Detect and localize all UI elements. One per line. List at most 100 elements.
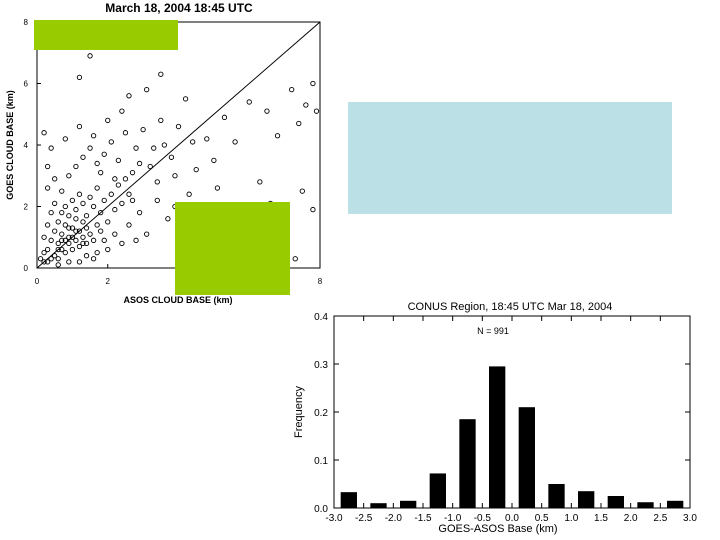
scatter-point (133, 237, 139, 243)
scatter-point (144, 87, 150, 93)
scatter-point (147, 163, 153, 170)
scatter-point (101, 197, 107, 204)
scatter-point (87, 145, 93, 151)
scatter-point (62, 237, 68, 243)
scatter-point (52, 176, 58, 182)
scatter-point (73, 216, 79, 222)
histogram-x-tick-label: 1.0 (564, 513, 578, 524)
scatter-point (41, 234, 47, 240)
scatter-point (76, 259, 83, 265)
scatter-point (73, 163, 79, 170)
scatter-point (62, 136, 68, 142)
scatter-point (62, 222, 68, 228)
scatter-point (101, 237, 107, 243)
scatter-point (105, 117, 111, 124)
scatter-point (80, 154, 86, 160)
scatter-point (59, 246, 65, 253)
scatter-point (52, 200, 58, 207)
scatter-point (90, 133, 97, 139)
histogram-x-tick-label: 3.0 (683, 513, 697, 524)
histogram-x-tick-label: 2.0 (624, 513, 638, 524)
scatter-point (94, 222, 100, 228)
histogram-bar (667, 500, 684, 508)
histogram-bar (429, 473, 446, 508)
histogram-sample-count: N = 991 (477, 326, 509, 336)
scatter-point (129, 170, 136, 176)
histogram-x-tick-label: -1.5 (414, 513, 432, 524)
scatter-point (310, 206, 316, 213)
scatter-point (66, 225, 72, 231)
scatter-point (221, 114, 228, 120)
scatter-title: March 18, 2004 18:45 UTC (105, 1, 253, 15)
scatter-y-tick-label: 2 (24, 203, 29, 212)
scatter-point (172, 173, 178, 179)
scatter-x-tick-label: 8 (318, 277, 323, 286)
histogram-x-tick-label: 0.0 (505, 513, 519, 524)
histogram-x-tick-label: -0.5 (474, 513, 492, 524)
scatter-point (66, 240, 72, 247)
scatter-point (66, 259, 72, 265)
histogram-y-tick-label: 0.2 (314, 408, 328, 419)
histogram-y-axis-label: Frequency (293, 386, 305, 438)
scatter-point (154, 179, 160, 185)
scatter-point (186, 191, 192, 197)
scatter-point (126, 222, 132, 228)
scatter-point (69, 197, 76, 204)
scatter-point (62, 203, 68, 210)
histogram-x-tick-label: 0.5 (535, 513, 549, 524)
scatter-point (83, 225, 90, 231)
scatter-point (66, 173, 72, 179)
scatter-point (101, 151, 107, 157)
histogram-bar (489, 366, 506, 508)
histogram-y-tick-label: 0.3 (314, 360, 328, 371)
histogram-bar (340, 492, 357, 508)
scatter-point (41, 130, 47, 136)
histogram-plot-frame (333, 315, 691, 509)
scatter-point (119, 108, 125, 114)
scatter-point (69, 246, 76, 253)
scatter-point (165, 216, 171, 222)
scatter-point (119, 240, 125, 247)
scatter-point (37, 256, 44, 262)
scatter-point (204, 136, 210, 142)
histogram-bar (400, 500, 417, 508)
scatter-point (108, 139, 114, 145)
green-highlight-box-top (34, 20, 178, 50)
histogram-x-tick-label: -1.0 (444, 513, 462, 524)
scatter-point (55, 246, 61, 253)
scatter-point (87, 231, 93, 237)
scatter-point (59, 209, 65, 216)
scatter-point (87, 53, 93, 59)
scatter-point (246, 99, 252, 105)
histogram-x-tick-label: -2.0 (385, 513, 403, 524)
histogram-x-ticks: -3.0 -2.5 -2.0 -1.5 -1.0 -0.5 0.0 0.5 1.0 1.5 2.0 2… (325, 316, 697, 524)
scatter-point (112, 176, 118, 182)
scatter-point (48, 209, 54, 216)
scatter-point (289, 87, 295, 93)
scatter-point (41, 259, 47, 265)
scatter-point (44, 259, 51, 265)
scatter-point (98, 170, 104, 176)
scatter-point (66, 213, 72, 219)
histogram-y-ticks: 0.0 0.1 0.2 0.3 0.4 (314, 312, 690, 515)
histogram-x-tick-label: 1.5 (594, 513, 608, 524)
scatter-point (189, 139, 196, 145)
scatter-point (274, 133, 281, 139)
scatter-point (126, 191, 132, 197)
histogram-x-tick-label: 2.5 (653, 513, 667, 524)
scatter-point (52, 228, 58, 234)
scatter-point (193, 166, 199, 173)
scatter-point (48, 237, 54, 243)
green-highlight-box-bottom (175, 202, 290, 295)
scatter-point (55, 256, 61, 262)
scatter-point (299, 188, 305, 194)
histogram-x-tick-label: -3.0 (325, 513, 343, 524)
scatter-point (66, 234, 72, 240)
cyan-highlight-box (348, 102, 672, 214)
scatter-point (182, 96, 189, 102)
histogram-bar (518, 407, 535, 508)
scatter-point (48, 256, 54, 262)
scatter-point (73, 206, 79, 213)
scatter-y-tick-label: 4 (24, 141, 29, 150)
scatter-point (52, 253, 58, 259)
